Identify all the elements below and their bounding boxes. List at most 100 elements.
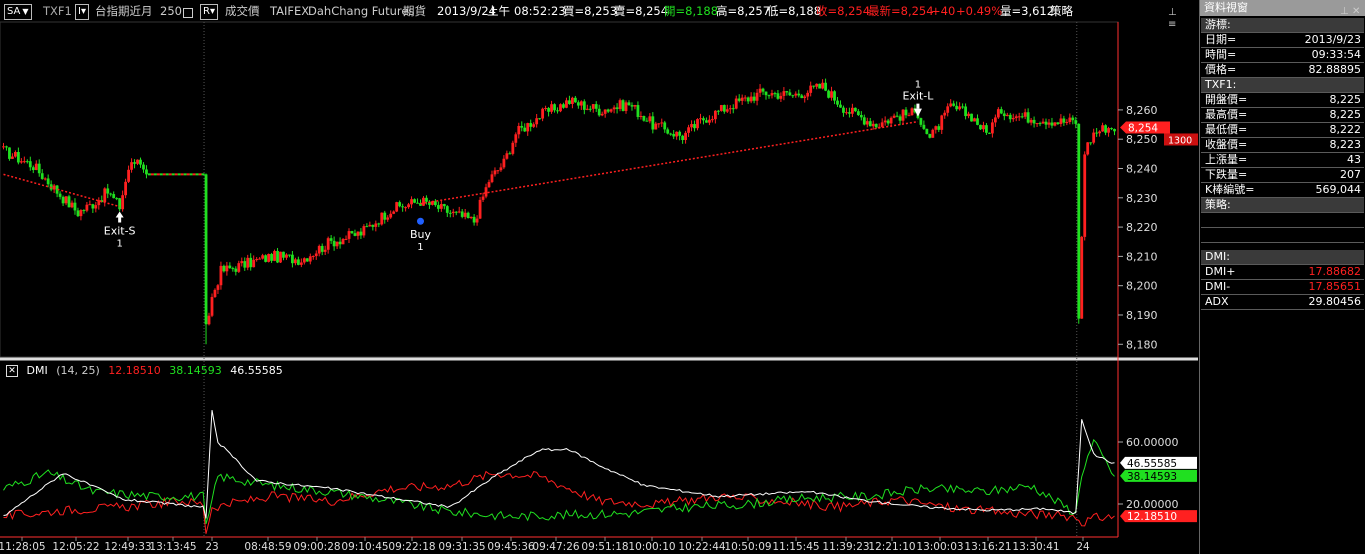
adx-line	[3, 410, 1115, 519]
candle-body	[341, 239, 345, 245]
square-icon[interactable]	[183, 8, 193, 18]
candle-body	[633, 105, 637, 107]
candle-body	[61, 196, 65, 204]
candle-body	[907, 115, 911, 117]
candle-body	[573, 97, 577, 103]
volume-label: 量=3,612	[1000, 4, 1055, 18]
up-arrow-stem	[118, 217, 122, 223]
candle-body	[422, 197, 425, 206]
x-tick-label: 10:22:44	[678, 541, 725, 553]
candle-body	[1065, 122, 1069, 124]
candle-body	[588, 108, 592, 110]
candle-body	[842, 107, 845, 113]
candle-body	[514, 134, 518, 143]
panel-row-key: DMI-	[1205, 280, 1231, 293]
candle-body	[603, 109, 607, 114]
candle-body	[594, 104, 598, 109]
candle-body	[556, 110, 559, 112]
candle-body	[606, 109, 610, 112]
panel-row: 上漲量= 43	[1201, 153, 1364, 168]
candle-body	[40, 173, 44, 179]
candle-body	[767, 95, 771, 97]
dmi-minus-tag	[1120, 469, 1197, 482]
candle-body	[407, 204, 410, 208]
candle-body	[1110, 128, 1113, 130]
candle-body	[624, 102, 628, 111]
menu-icon[interactable]: ≡	[1168, 19, 1177, 30]
panel-row-key: 最低價=	[1205, 123, 1248, 136]
panel-row-key: 收盤價=	[1205, 138, 1248, 151]
candle-body	[764, 91, 768, 96]
candle-body	[296, 259, 300, 265]
candle-body	[1092, 132, 1096, 143]
close-icon[interactable]: ✕	[1352, 6, 1361, 17]
interval-button[interactable]: I▾	[75, 4, 89, 20]
x-tick-label: 12:49:33	[104, 541, 151, 553]
chart-canvas[interactable]: 8,180 8,190 8,200 8,210 8,220 8,230 8,240 8,250…	[0, 0, 1198, 554]
candle-body	[448, 212, 452, 214]
panel-row: TXF1:	[1201, 78, 1364, 93]
candle-body	[1017, 116, 1021, 118]
candle-body	[1038, 123, 1042, 125]
panel-row: 價格= 82.88895	[1201, 63, 1364, 78]
candle-body	[451, 211, 455, 214]
adx-tag-label: 46.55585	[1127, 458, 1177, 470]
candle-body	[302, 258, 306, 263]
candle-body	[338, 241, 342, 245]
candle-body	[255, 259, 259, 261]
change-label: +40	[931, 4, 956, 18]
candle-body	[541, 108, 545, 119]
x-tick-label: 24	[1076, 541, 1090, 553]
candle-body	[928, 133, 932, 138]
pin-icon[interactable]: ⊥	[1168, 7, 1177, 18]
candle-body	[609, 109, 613, 112]
adx-value: 46.55585	[230, 364, 283, 377]
candle-body	[305, 258, 309, 262]
candle-body	[493, 170, 497, 175]
candle-body	[368, 224, 372, 227]
candle-body	[719, 105, 723, 111]
candle-body	[317, 245, 321, 254]
candle-body	[34, 163, 38, 171]
panel-row-key: 日期=	[1205, 33, 1237, 46]
candle-body	[335, 241, 339, 247]
candle-body	[436, 205, 440, 209]
candle-body	[222, 265, 226, 272]
candle-body	[895, 115, 899, 117]
candle-body	[1104, 125, 1107, 133]
panel-row-key: 策略:	[1205, 198, 1231, 211]
candle-body	[419, 203, 422, 206]
candle-body	[1023, 112, 1027, 117]
panel-row-value: 569,044	[1315, 183, 1362, 196]
buy-marker	[416, 217, 424, 225]
candle-body	[1044, 121, 1048, 125]
date-label: 2013/9/24	[437, 4, 496, 18]
candle-body	[1068, 117, 1072, 123]
x-tick-label: 09:00:28	[293, 541, 340, 553]
candle-body	[943, 112, 947, 116]
panel-row-key: TXF1:	[1205, 78, 1237, 91]
candle-body	[880, 122, 884, 127]
candle-body	[484, 187, 488, 197]
range-button[interactable]: R▾	[200, 4, 218, 20]
candle-body	[249, 257, 253, 268]
candle-body	[377, 223, 381, 225]
panel-row-key: 下跌量=	[1205, 168, 1248, 181]
candle-body	[1011, 118, 1015, 120]
candle-body	[752, 96, 756, 101]
mode-selector[interactable]: SA ▼	[4, 4, 32, 20]
close-icon[interactable]: ✕	[6, 365, 18, 377]
candle-body	[332, 240, 336, 247]
candle-body	[940, 115, 944, 130]
candle-body	[401, 206, 405, 208]
candle-body	[344, 238, 348, 240]
bar-count-label: 250	[160, 4, 182, 18]
candle-body	[380, 212, 384, 225]
candle-body	[136, 159, 139, 164]
candle-body	[785, 91, 789, 93]
candle-body	[710, 119, 714, 121]
candle-body	[925, 128, 929, 134]
candle-body	[67, 196, 71, 208]
candle-body	[76, 210, 80, 217]
pin-icon[interactable]: ⊥	[1340, 6, 1349, 17]
